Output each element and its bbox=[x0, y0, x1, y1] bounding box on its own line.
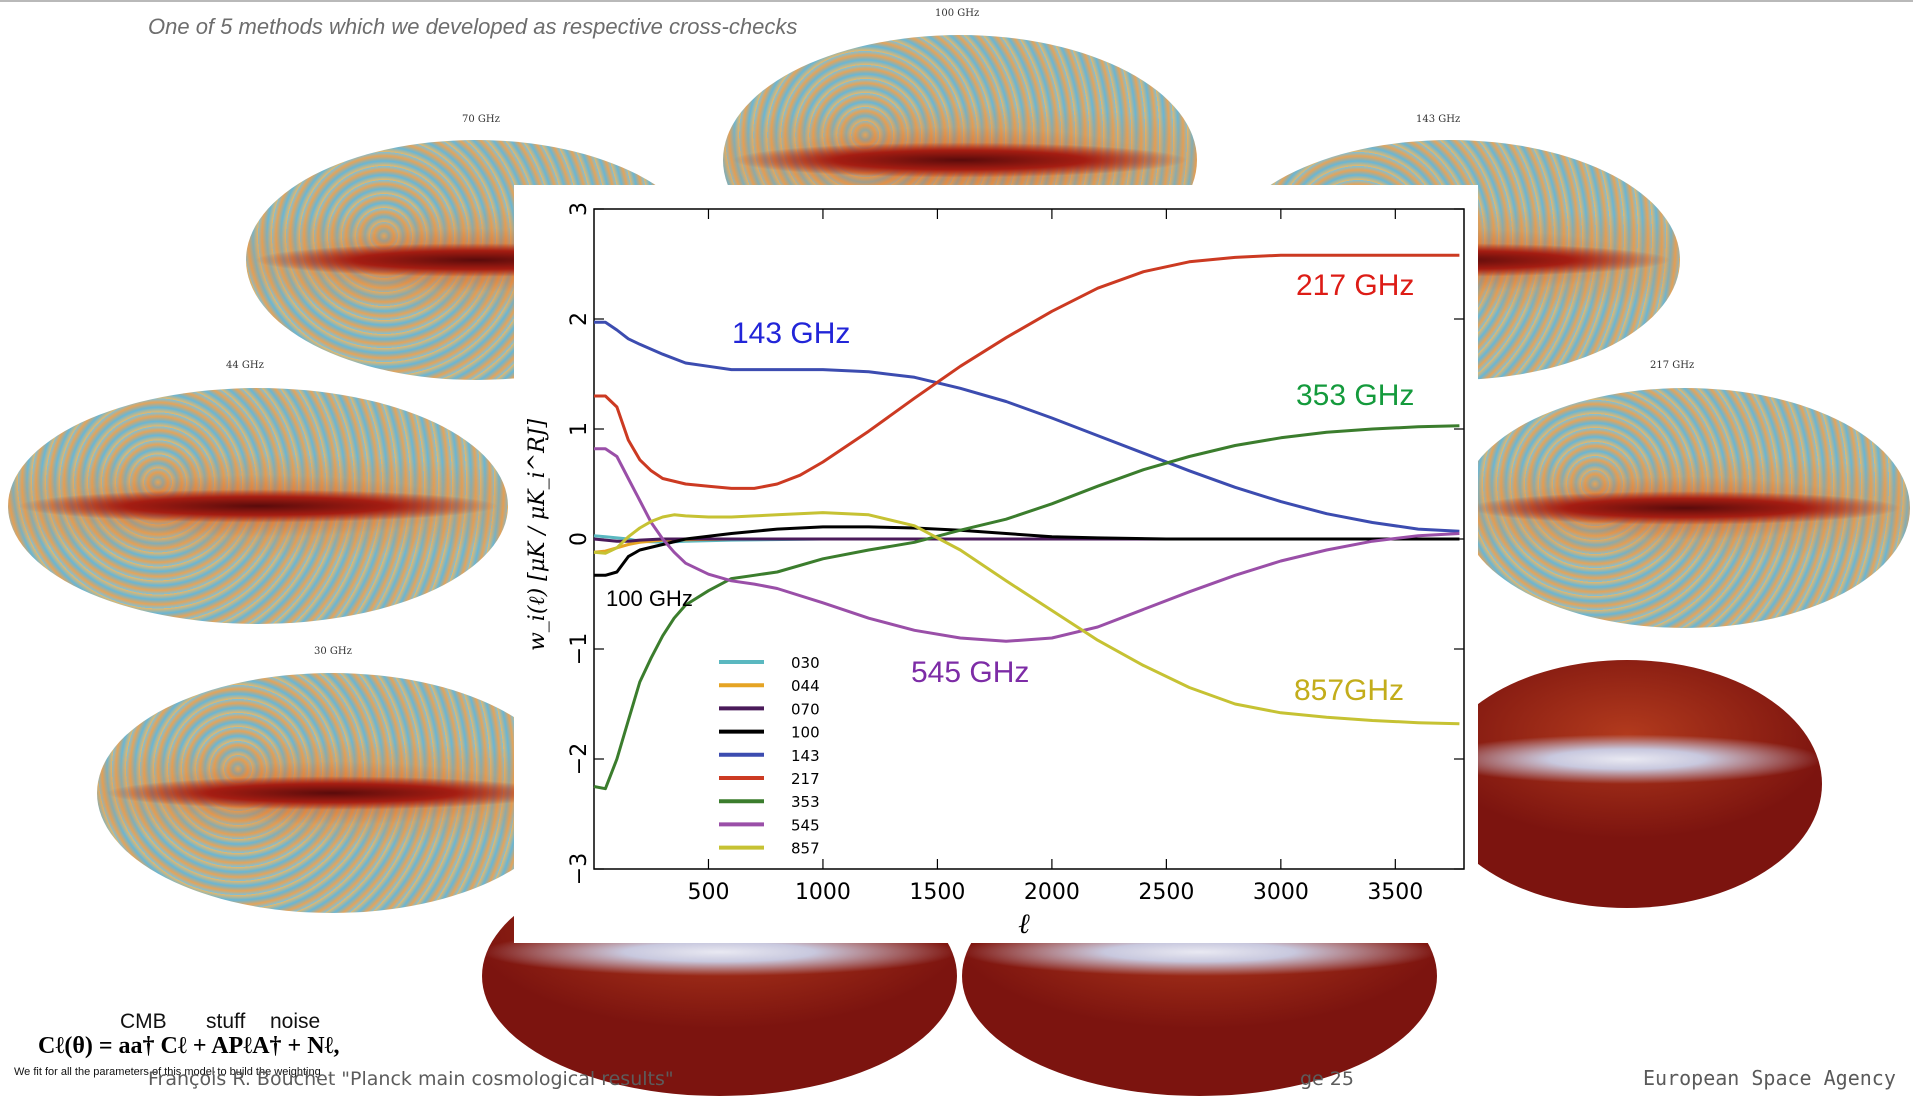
annotation-353ghz: 353 GHz bbox=[1296, 379, 1414, 412]
map-label-100: 100 GHz bbox=[935, 8, 980, 19]
eq-label-cmb: CMB bbox=[120, 1010, 167, 1033]
sky-map-44ghz bbox=[8, 388, 508, 624]
footer-page: ge 25 bbox=[1300, 1068, 1354, 1090]
y-tick-label: −3 bbox=[567, 853, 592, 885]
footer-org: European Space Agency bbox=[1643, 1066, 1896, 1090]
legend-label-100: 100 bbox=[791, 724, 820, 742]
legend-label-030: 030 bbox=[791, 654, 820, 672]
map-label-70: 70 GHz bbox=[462, 114, 500, 125]
annotation-217ghz: 217 GHz bbox=[1296, 269, 1414, 302]
annotation-545ghz: 545 GHz bbox=[911, 656, 1029, 689]
map-label-30: 30 GHz bbox=[314, 646, 352, 657]
x-axis-label: ℓ bbox=[1018, 907, 1030, 940]
series-line-353 bbox=[593, 424, 1460, 791]
top-rule bbox=[0, 0, 1913, 2]
sky-map-30ghz bbox=[97, 673, 567, 913]
legend-label-857: 857 bbox=[791, 840, 820, 858]
series-line-217 bbox=[594, 253, 1460, 490]
x-tick-label: 2500 bbox=[1138, 880, 1194, 905]
equation-note: We fit for all the parameters of this mo… bbox=[14, 1066, 321, 1078]
x-tick-label: 1000 bbox=[795, 880, 851, 905]
model-equation: Cℓ(θ) = aa† Cℓ + APℓA† + Nℓ, bbox=[38, 1033, 340, 1059]
eq-label-noise: noise bbox=[270, 1010, 321, 1033]
weights-chart: 500 1000 1500 2000 2500 3000 3500 3 2 1 0 −1 −2 −3 0… bbox=[525, 202, 1465, 940]
x-tick-label: 3500 bbox=[1367, 880, 1423, 905]
y-tick-label: 1 bbox=[567, 422, 592, 436]
x-tick-label: 1500 bbox=[909, 880, 965, 905]
y-tick-label: 0 bbox=[567, 532, 592, 546]
legend-label-070: 070 bbox=[791, 700, 820, 718]
legend-label-545: 545 bbox=[791, 816, 820, 834]
legend-label-143: 143 bbox=[791, 747, 820, 765]
y-tick-label: 3 bbox=[567, 202, 592, 216]
sky-map-353ghz bbox=[1432, 660, 1822, 908]
sky-map-217ghz bbox=[1460, 388, 1910, 628]
legend-label-217: 217 bbox=[791, 770, 820, 788]
map-label-217: 217 GHz bbox=[1650, 360, 1695, 371]
annotation-143ghz: 143 GHz bbox=[732, 317, 850, 350]
y-tick-label: −2 bbox=[567, 743, 592, 775]
y-axis-label: w_i(ℓ) [μK / μK_i^RJ] bbox=[525, 419, 550, 651]
annotation-857ghz: 857GHz bbox=[1294, 674, 1404, 707]
x-tick-label: 3000 bbox=[1253, 880, 1309, 905]
series-line-100 bbox=[594, 525, 1460, 577]
footer-author: François R. Bouchet "Planck main cosmolo… bbox=[148, 1068, 674, 1090]
y-tick-label: 2 bbox=[567, 312, 592, 326]
map-label-44: 44 GHz bbox=[226, 360, 264, 371]
legend-label-044: 044 bbox=[791, 677, 820, 695]
slide-subtitle: One of 5 methods which we developed as r… bbox=[148, 14, 798, 39]
series-line-857 bbox=[593, 511, 1460, 726]
x-tick-label: 2000 bbox=[1024, 880, 1080, 905]
series-line-545 bbox=[594, 447, 1460, 643]
map-label-143: 143 GHz bbox=[1416, 114, 1461, 125]
series-line-143 bbox=[594, 320, 1460, 533]
annotation-100ghz: 100 GHz bbox=[606, 586, 693, 611]
eq-label-stuff: stuff bbox=[206, 1010, 246, 1033]
x-tick-label: 500 bbox=[687, 880, 729, 905]
y-tick-label: −1 bbox=[567, 633, 592, 665]
chart-panel: 500 1000 1500 2000 2500 3000 3500 3 2 1 0 −1 −2 −3 0… bbox=[514, 185, 1478, 943]
legend-label-353: 353 bbox=[791, 793, 820, 811]
